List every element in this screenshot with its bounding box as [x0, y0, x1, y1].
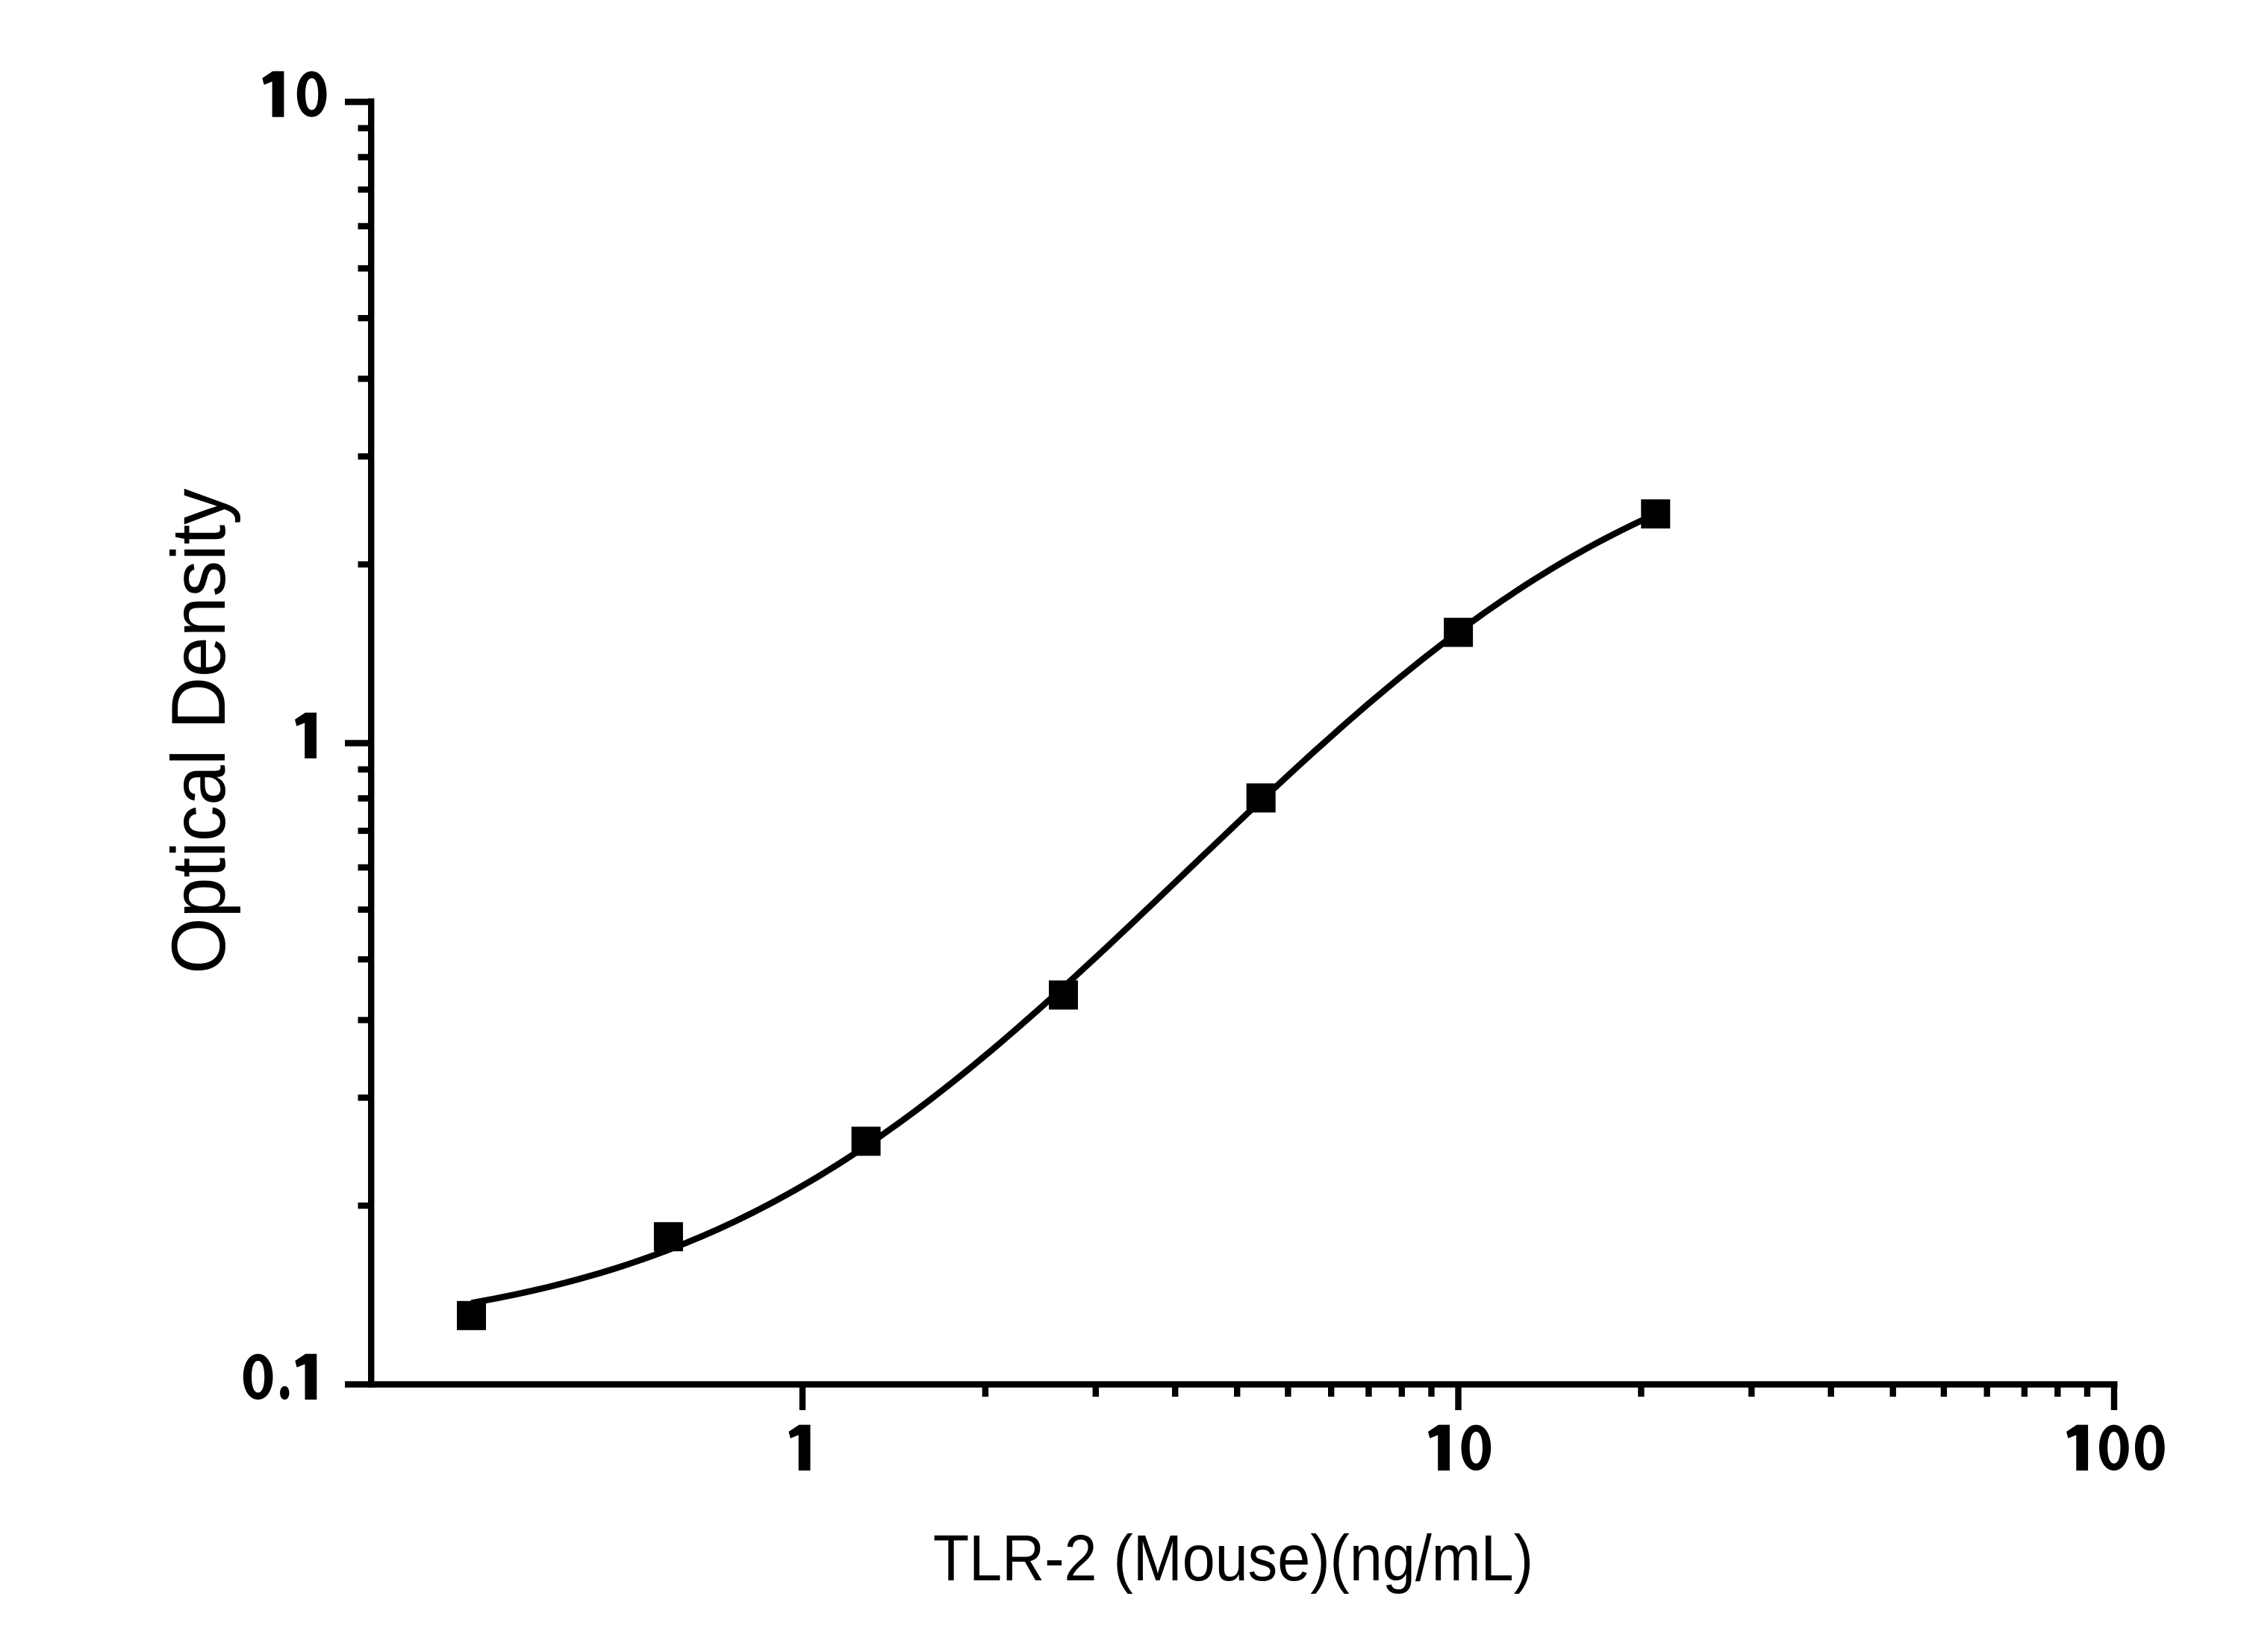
svg-text:TLR-2 (Mouse)(ng/mL): TLR-2 (Mouse)(ng/mL)	[933, 1522, 1533, 1595]
svg-text:Optical Density: Optical Density	[157, 488, 242, 974]
